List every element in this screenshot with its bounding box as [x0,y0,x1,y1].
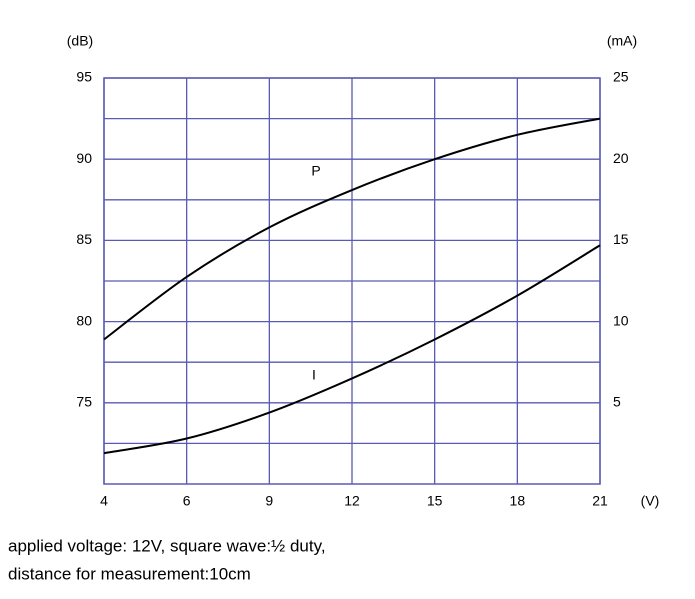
x-unit: (V) [641,493,660,509]
plot-frame [103,77,601,485]
data-line [103,117,601,341]
x-tick-label: 9 [265,493,273,509]
y2-tick-label: 25 [613,69,629,85]
x-tick-label: 21 [592,493,608,509]
series-label: I [312,367,316,383]
y2-tick-label: 5 [613,394,621,410]
data-line [103,244,601,455]
x-tick-label: 18 [510,493,526,509]
y2-tick-label: 15 [613,231,629,247]
y2-tick-label: 20 [613,150,629,166]
y-unit: (dB) [67,33,93,49]
y2-unit: (mA) [607,33,637,49]
y2-tick-label: 10 [613,312,629,328]
y-tick-label: 75 [76,394,92,410]
y-tick-label: 80 [76,312,92,328]
note: applied voltage: 12V, square wave:½ duty… [8,536,326,555]
x-tick-label: 4 [100,493,108,509]
note: distance for measurement:10cm [8,564,251,583]
x-tick-label: 15 [427,493,443,509]
y-tick-label: 90 [76,150,92,166]
x-tick-label: 12 [344,493,360,509]
y-tick-label: 85 [76,231,92,247]
series-label: P [311,163,320,179]
x-tick-label: 6 [183,493,191,509]
y-tick-label: 95 [76,69,92,85]
